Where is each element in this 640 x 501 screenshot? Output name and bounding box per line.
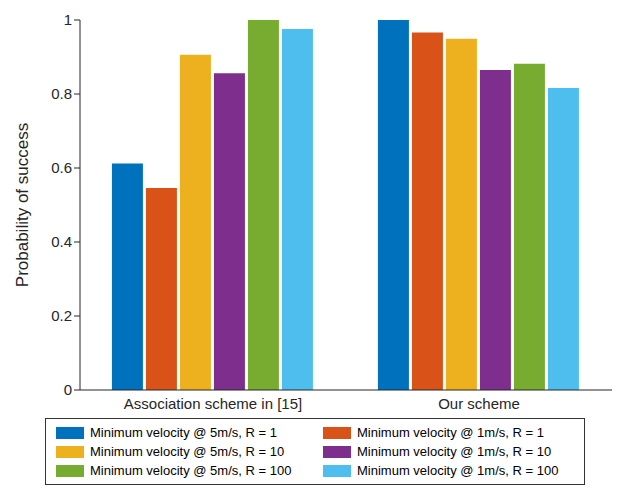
svg-text:0.6: 0.6 xyxy=(51,159,72,176)
svg-text:0: 0 xyxy=(64,381,72,398)
svg-text:0.2: 0.2 xyxy=(51,307,72,324)
html-text:Minimum velocity @ 5m/s, R = 1: Minimum velocity @ 5m/s, R = 1 xyxy=(90,425,277,440)
html-text:Minimum velocity @ 1m/s, R = 1: Minimum velocity @ 1m/s, R = 1 xyxy=(357,425,544,440)
svg-text:1: 1 xyxy=(64,11,72,28)
html-text:Minimum velocity @ 5m/s, R = 1: Minimum velocity @ 5m/s, R = 100 xyxy=(90,463,292,478)
html-text:Minimum velocity @ 1m/s, R = 1: Minimum velocity @ 1m/s, R = 100 xyxy=(357,463,559,478)
svg-text:0.8: 0.8 xyxy=(51,85,72,102)
svg-text:0.4: 0.4 xyxy=(51,233,72,250)
svg-text:Association scheme in [15]: Association scheme in [15] xyxy=(124,395,302,412)
svg-text:Probability of success: Probability of success xyxy=(13,123,32,287)
svg-text:Our scheme: Our scheme xyxy=(438,395,520,412)
html-text:Minimum velocity @ 1m/s, R = 1: Minimum velocity @ 1m/s, R = 10 xyxy=(357,444,552,459)
html-text:Minimum velocity @ 5m/s, R = 1: Minimum velocity @ 5m/s, R = 10 xyxy=(90,444,285,459)
